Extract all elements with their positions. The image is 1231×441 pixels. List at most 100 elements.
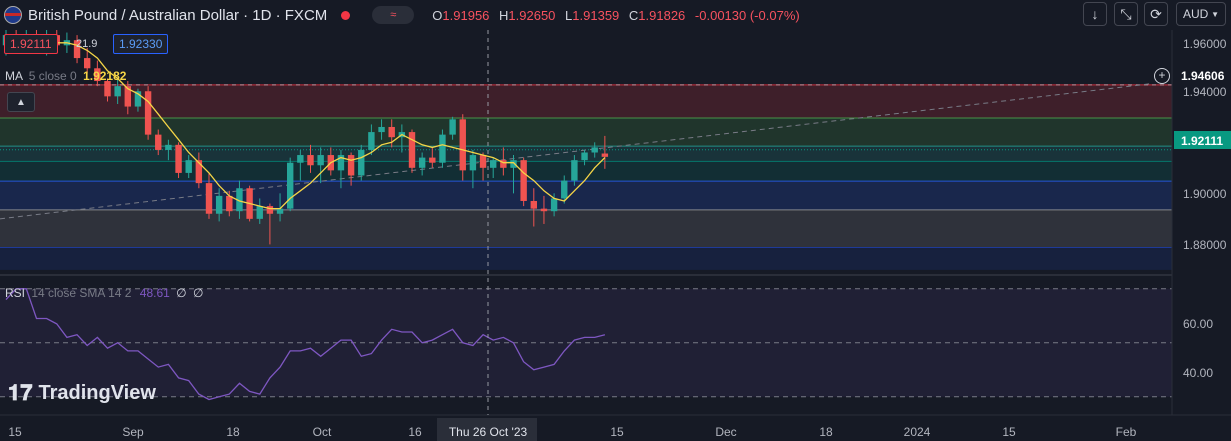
candle-body [601, 153, 609, 157]
time-axis-label: 2024 [904, 425, 931, 439]
candle[interactable] [114, 78, 121, 105]
candle[interactable] [479, 152, 487, 181]
candle[interactable] [449, 116, 456, 140]
rsi-tick: 60.00 [1183, 317, 1213, 331]
candle[interactable] [236, 180, 243, 219]
candle[interactable] [469, 149, 477, 189]
current-price-label: 1.92111 [1181, 134, 1223, 148]
candle-body [124, 86, 131, 107]
candle[interactable] [520, 157, 527, 207]
market-closed-indicator-icon[interactable] [341, 10, 351, 20]
sell-price-button[interactable]: 1.92111 [4, 34, 58, 54]
candle[interactable] [266, 203, 274, 245]
candle[interactable] [256, 198, 263, 224]
zone-band[interactable] [0, 209, 1172, 248]
candle-body [530, 200, 537, 209]
candle[interactable] [124, 81, 131, 115]
candle[interactable] [581, 149, 588, 166]
alert-price-label-bg [1174, 66, 1231, 84]
ma-line[interactable] [6, 39, 606, 210]
candle[interactable] [591, 142, 598, 158]
candle[interactable] [601, 135, 609, 169]
candle[interactable] [94, 60, 101, 87]
candle[interactable] [73, 35, 81, 64]
candle-body [408, 132, 416, 168]
candle[interactable] [195, 152, 203, 189]
chart-header: British Pound / Australian Dollar · 1D ·… [0, 0, 806, 30]
high-label: H [499, 7, 509, 23]
candle-body [429, 157, 436, 163]
zone-band[interactable] [0, 247, 1172, 270]
candle-body [205, 183, 213, 214]
candle[interactable] [104, 78, 111, 102]
time-axis-label: 15 [8, 425, 22, 439]
candle[interactable] [297, 149, 304, 181]
candle-body [256, 206, 263, 219]
change-value: -0.00130 (-0.07%) [694, 7, 800, 23]
candle[interactable] [418, 152, 426, 176]
rsi-legend[interactable]: RSI 14 close SMA 14 2 48.61 ∅ ∅ [5, 286, 203, 300]
rsi-tick: 40.00 [1183, 366, 1213, 380]
tradingview-logo[interactable]: 𝟏𝟕 TradingView [8, 380, 156, 406]
candle-body [490, 160, 497, 168]
ma-legend[interactable]: MA 5 close 0 1.92182 [5, 69, 126, 83]
expand-icon[interactable]: ⤡ [1114, 2, 1138, 26]
candle-body [236, 188, 243, 212]
candle[interactable] [368, 124, 375, 156]
candle[interactable] [155, 129, 162, 156]
candle[interactable] [276, 193, 284, 222]
low-value: 1.91359 [572, 7, 620, 23]
candle-body [297, 155, 304, 163]
candle[interactable] [540, 195, 548, 224]
candle[interactable] [215, 188, 223, 222]
candle[interactable] [287, 157, 294, 212]
candle-body [73, 40, 81, 59]
candle[interactable] [307, 144, 314, 173]
candle[interactable] [530, 188, 537, 227]
candle[interactable] [144, 86, 152, 140]
candle[interactable] [347, 152, 355, 186]
candle[interactable] [378, 119, 385, 140]
candle[interactable] [550, 193, 558, 217]
candle[interactable] [571, 155, 578, 186]
candle[interactable] [500, 147, 507, 176]
candle[interactable] [185, 155, 192, 179]
candle[interactable] [459, 114, 466, 181]
candle[interactable] [510, 155, 517, 194]
arrow-down-icon[interactable]: ↓ [1083, 2, 1107, 26]
screenshot-icon[interactable]: ⟳ [1144, 2, 1168, 26]
rsi-line[interactable] [5, 288, 606, 401]
zone-band[interactable] [0, 181, 1172, 210]
candle-body [520, 160, 527, 201]
zone-band[interactable] [0, 118, 1172, 147]
time-axis-label: Sep [122, 425, 144, 439]
candle[interactable] [165, 139, 172, 161]
candle[interactable] [439, 129, 446, 168]
candle-body [388, 126, 395, 138]
collapse-legend-button[interactable]: ▲ [7, 92, 35, 112]
candle[interactable] [429, 147, 436, 168]
candle[interactable] [205, 172, 213, 219]
candle[interactable] [134, 88, 142, 112]
time-axis-label: Feb [1116, 425, 1137, 439]
trendline[interactable] [0, 83, 1153, 220]
buy-price-button[interactable]: 1.92330 [113, 34, 169, 54]
candle[interactable] [175, 142, 182, 179]
candle[interactable] [337, 149, 345, 189]
ma-params: 5 close 0 [28, 69, 77, 83]
symbol-title[interactable]: British Pound / Australian Dollar · 1D ·… [28, 6, 328, 24]
time-axis-label: 15 [1002, 425, 1016, 439]
zone-band[interactable] [0, 84, 1172, 119]
toggle-icon[interactable]: ≈ [372, 6, 415, 24]
candle[interactable] [408, 129, 416, 173]
candle-body [510, 160, 517, 168]
candle[interactable] [317, 147, 324, 184]
candle[interactable] [561, 175, 568, 204]
candle[interactable] [358, 144, 365, 181]
add-alert-icon[interactable]: + [1154, 68, 1170, 84]
candle[interactable] [84, 47, 91, 74]
candle[interactable] [490, 157, 497, 179]
currency-label: AUD [1183, 7, 1209, 21]
currency-select[interactable]: AUD ▼ [1176, 2, 1226, 26]
